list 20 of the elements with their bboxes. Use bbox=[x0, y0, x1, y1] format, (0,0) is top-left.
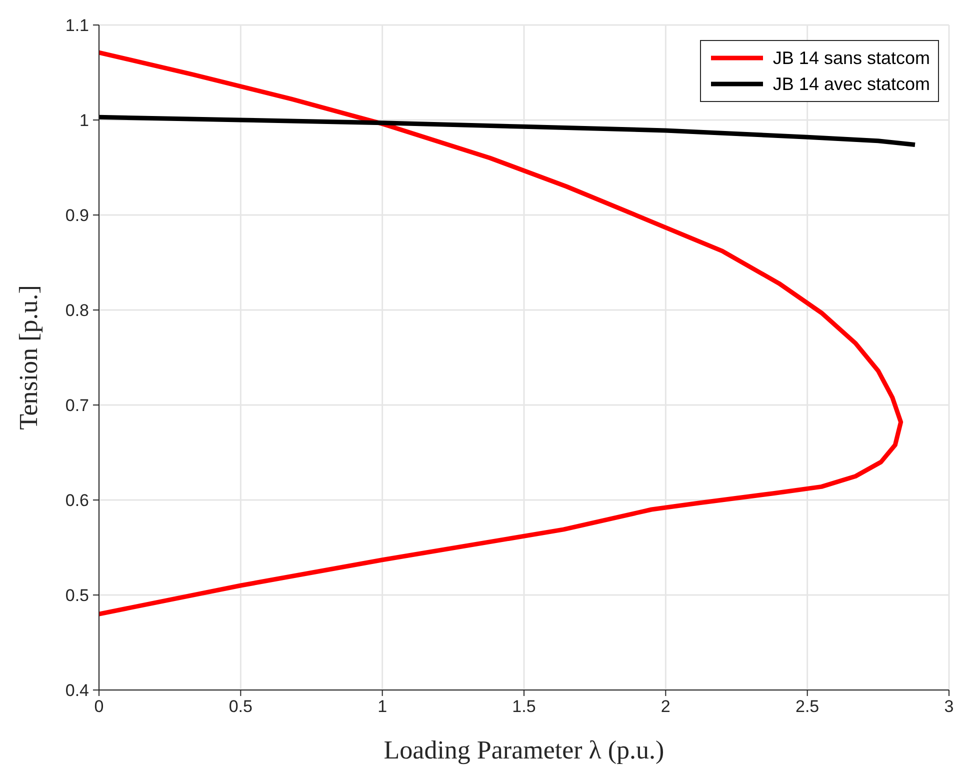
line-series bbox=[99, 114, 918, 147]
y-axis-title: Tension [p.u.] bbox=[14, 285, 44, 430]
y-tick-label: 1 bbox=[80, 111, 89, 130]
x-tick-label: 0.5 bbox=[228, 697, 252, 716]
y-tick-label: 0.4 bbox=[65, 681, 89, 700]
legend-label: JB 14 sans statcom bbox=[772, 47, 930, 70]
x-tick-label: 3 bbox=[944, 697, 954, 716]
y-tick-label: 0.6 bbox=[65, 491, 89, 510]
x-tick-label: 1 bbox=[378, 697, 388, 716]
x-axis-title: Loading Parameter λ (p.u.) bbox=[384, 735, 664, 764]
x-tick-label: 2.5 bbox=[796, 697, 820, 716]
y-tick-label: 0.7 bbox=[65, 396, 89, 416]
y-tick-label: 1.1 bbox=[65, 16, 89, 36]
x-tick-label: 1.5 bbox=[512, 697, 536, 716]
y-tick-label: 0.9 bbox=[65, 206, 89, 226]
legend-label: JB 14 avec statcom bbox=[772, 73, 930, 96]
x-tick-label: 0 bbox=[94, 697, 104, 716]
x-tick-label: 2 bbox=[660, 697, 670, 716]
y-tick-label: 0.5 bbox=[65, 586, 89, 606]
y-tick-label: 0.8 bbox=[65, 301, 89, 320]
